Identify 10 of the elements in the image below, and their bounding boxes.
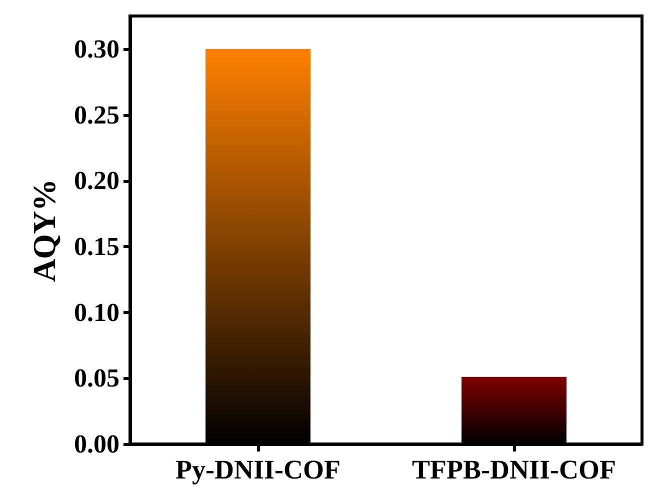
y-tick-label: 0.15 (74, 232, 120, 261)
y-axis-title: AQY% (26, 178, 62, 282)
y-tick-label: 0.05 (74, 364, 120, 393)
y-tick-label: 0.30 (74, 34, 120, 64)
x-tick-label: TFPB-DNII-COF (412, 454, 616, 484)
x-tick-label: Py-DNII-COF (176, 454, 340, 484)
y-tick-label: 0.00 (74, 430, 120, 458)
y-tick-label: 0.10 (74, 298, 120, 327)
y-tick-label: 0.20 (74, 166, 120, 196)
y-tick-label: 0.25 (74, 100, 120, 130)
